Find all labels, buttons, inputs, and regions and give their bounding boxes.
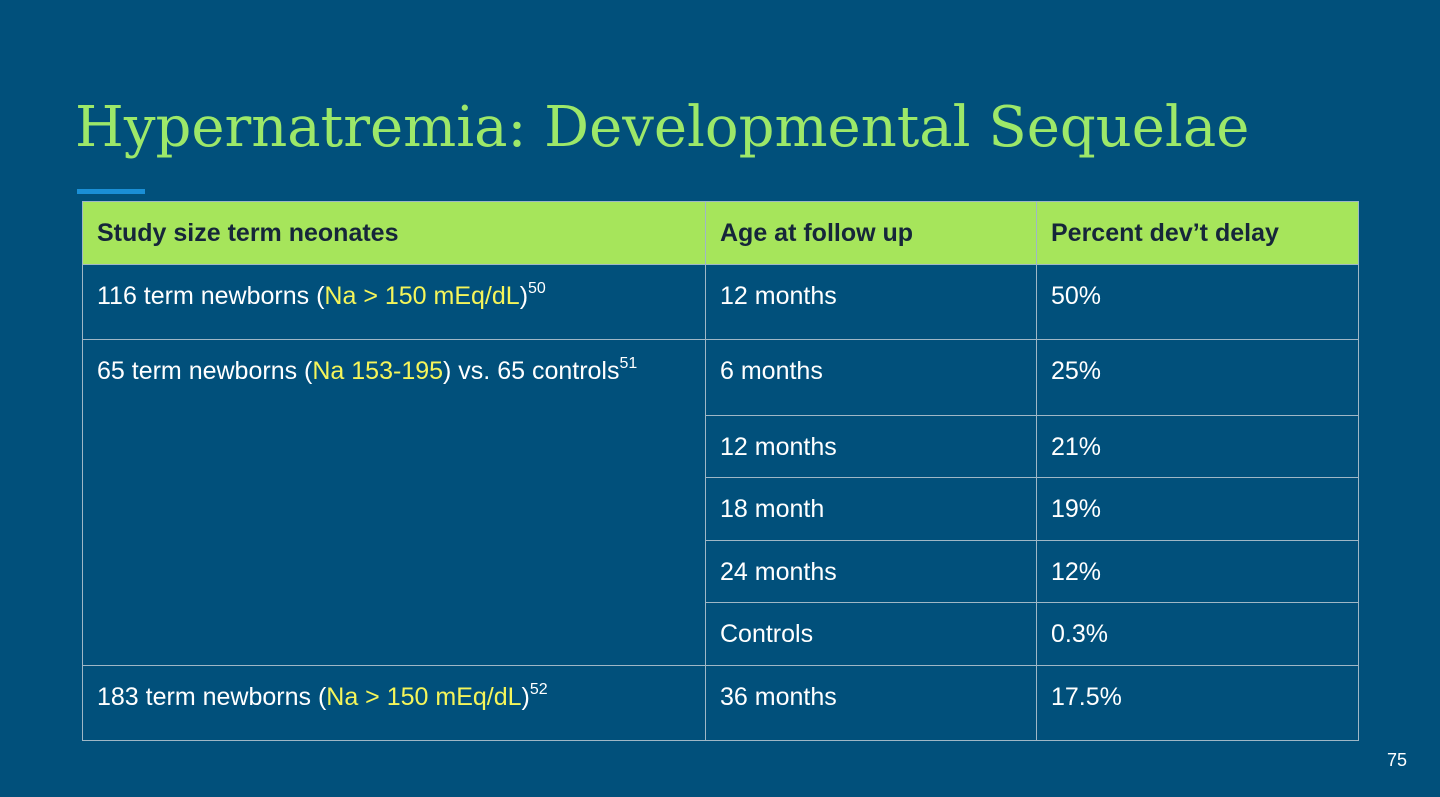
age-cell: Controls: [705, 602, 1037, 666]
percent-cell: 21%: [1036, 415, 1359, 478]
table-row: 24 months 12%: [83, 540, 1359, 603]
percent-cell: 19%: [1036, 477, 1359, 541]
study-text: 116 term newborns (: [97, 282, 325, 310]
study-cell: 65 term newborns (Na 153-195) vs. 65 con…: [82, 339, 706, 666]
age-cell: 12 months: [705, 415, 1037, 478]
percent-cell: 25%: [1036, 339, 1359, 416]
percent-cell: 12%: [1036, 540, 1359, 603]
study-text: ): [519, 282, 529, 310]
study-text: 183 term newborns (: [97, 683, 327, 711]
sequelae-table: Study size term neonates Age at follow u…: [82, 201, 1359, 741]
header-age-follow-up: Age at follow up: [705, 201, 1037, 265]
table-row: 183 term newborns (Na > 150 mEq/dL)52 36…: [82, 665, 1359, 741]
sodium-highlight: Na > 150 mEq/dL: [324, 282, 520, 310]
study-cell: 116 term newborns (Na > 150 mEq/dL)50: [82, 264, 706, 340]
percent-cell: 0.3%: [1036, 602, 1359, 666]
study-text: 65 term newborns (: [97, 357, 313, 385]
age-cell: 12 months: [705, 264, 1037, 340]
study-text: ) vs. 65 controls: [443, 357, 620, 385]
table-header-row: Study size term neonates Age at follow u…: [82, 201, 1359, 265]
slide-title: Hypernatremia: Developmental Sequelae: [75, 95, 1250, 160]
table-row: 65 term newborns (Na 153-195) vs. 65 con…: [82, 339, 1359, 666]
study-cell: 183 term newborns (Na > 150 mEq/dL)52: [82, 665, 706, 741]
header-percent-delay: Percent dev’t delay: [1036, 201, 1359, 265]
page-number: 75: [1386, 750, 1407, 770]
age-cell: 6 months: [705, 339, 1037, 416]
percent-cell: 17.5%: [1036, 665, 1359, 741]
title-accent-bar: [77, 189, 145, 194]
age-cell: 18 month: [705, 477, 1037, 541]
sodium-highlight: Na 153-195: [312, 357, 444, 385]
table-row: 116 term newborns (Na > 150 mEq/dL)50 12…: [82, 264, 1359, 340]
study-text: ): [521, 683, 530, 711]
reference-superscript: 51: [619, 354, 638, 372]
reference-superscript: 52: [529, 680, 548, 698]
age-cell: 24 months: [705, 540, 1037, 603]
header-study-size: Study size term neonates: [82, 201, 706, 265]
age-cell: 36 months: [705, 665, 1037, 741]
percent-cell: 50%: [1036, 264, 1359, 340]
table-row: 12 months 21%: [83, 415, 1359, 478]
reference-superscript: 50: [528, 279, 546, 297]
sodium-highlight: Na > 150 mEq/dL: [326, 683, 522, 711]
